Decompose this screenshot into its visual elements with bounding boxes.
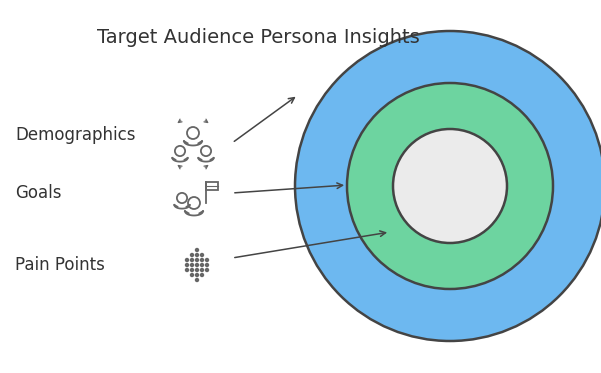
Text: Target Audience Persona Insights: Target Audience Persona Insights (97, 28, 420, 47)
Circle shape (201, 273, 204, 276)
Circle shape (201, 254, 204, 257)
Circle shape (393, 129, 507, 243)
Circle shape (186, 269, 189, 272)
Circle shape (201, 269, 204, 272)
Circle shape (206, 258, 209, 261)
Circle shape (195, 263, 198, 266)
Circle shape (195, 269, 198, 272)
Circle shape (186, 263, 189, 266)
Circle shape (206, 263, 209, 266)
Circle shape (201, 263, 204, 266)
Text: Goals: Goals (15, 184, 61, 202)
Circle shape (295, 31, 601, 341)
Text: Pain Points: Pain Points (15, 256, 105, 274)
Circle shape (191, 269, 194, 272)
Text: Demographics: Demographics (15, 126, 135, 144)
Circle shape (191, 273, 194, 276)
Circle shape (195, 279, 198, 282)
Circle shape (195, 273, 198, 276)
Circle shape (191, 258, 194, 261)
Circle shape (186, 258, 189, 261)
Circle shape (191, 254, 194, 257)
Circle shape (191, 263, 194, 266)
Circle shape (195, 258, 198, 261)
Bar (206, 182, 218, 190)
Circle shape (347, 83, 553, 289)
Circle shape (195, 254, 198, 257)
Circle shape (206, 269, 209, 272)
Circle shape (195, 248, 198, 251)
Circle shape (201, 258, 204, 261)
